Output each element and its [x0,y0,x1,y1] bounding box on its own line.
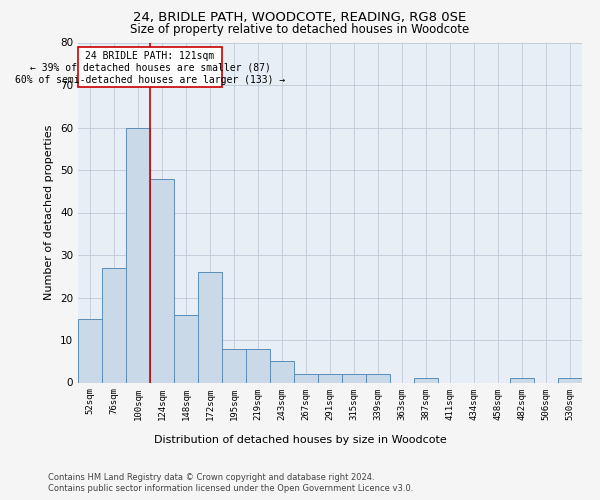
Bar [222,348,246,382]
Text: Distribution of detached houses by size in Woodcote: Distribution of detached houses by size … [154,435,446,445]
Text: ← 39% of detached houses are smaller (87): ← 39% of detached houses are smaller (87… [29,63,271,73]
Bar [510,378,534,382]
Text: 24 BRIDLE PATH: 121sqm: 24 BRIDLE PATH: 121sqm [85,51,215,61]
Bar [78,319,102,382]
Bar [78,47,222,87]
Text: Contains HM Land Registry data © Crown copyright and database right 2024.: Contains HM Land Registry data © Crown c… [48,472,374,482]
Bar [126,128,150,382]
Bar [270,361,294,382]
Bar [294,374,318,382]
Y-axis label: Number of detached properties: Number of detached properties [44,125,55,300]
Text: 60% of semi-detached houses are larger (133) →: 60% of semi-detached houses are larger (… [15,75,285,85]
Bar [150,178,174,382]
Bar [102,268,126,382]
Text: Contains public sector information licensed under the Open Government Licence v3: Contains public sector information licen… [48,484,413,493]
Bar [558,378,582,382]
Text: 24, BRIDLE PATH, WOODCOTE, READING, RG8 0SE: 24, BRIDLE PATH, WOODCOTE, READING, RG8 … [133,11,467,24]
Bar [246,348,270,382]
Bar [366,374,390,382]
Text: Size of property relative to detached houses in Woodcote: Size of property relative to detached ho… [130,22,470,36]
Bar [342,374,366,382]
Bar [318,374,342,382]
Bar [198,272,222,382]
Bar [414,378,438,382]
Bar [174,314,198,382]
